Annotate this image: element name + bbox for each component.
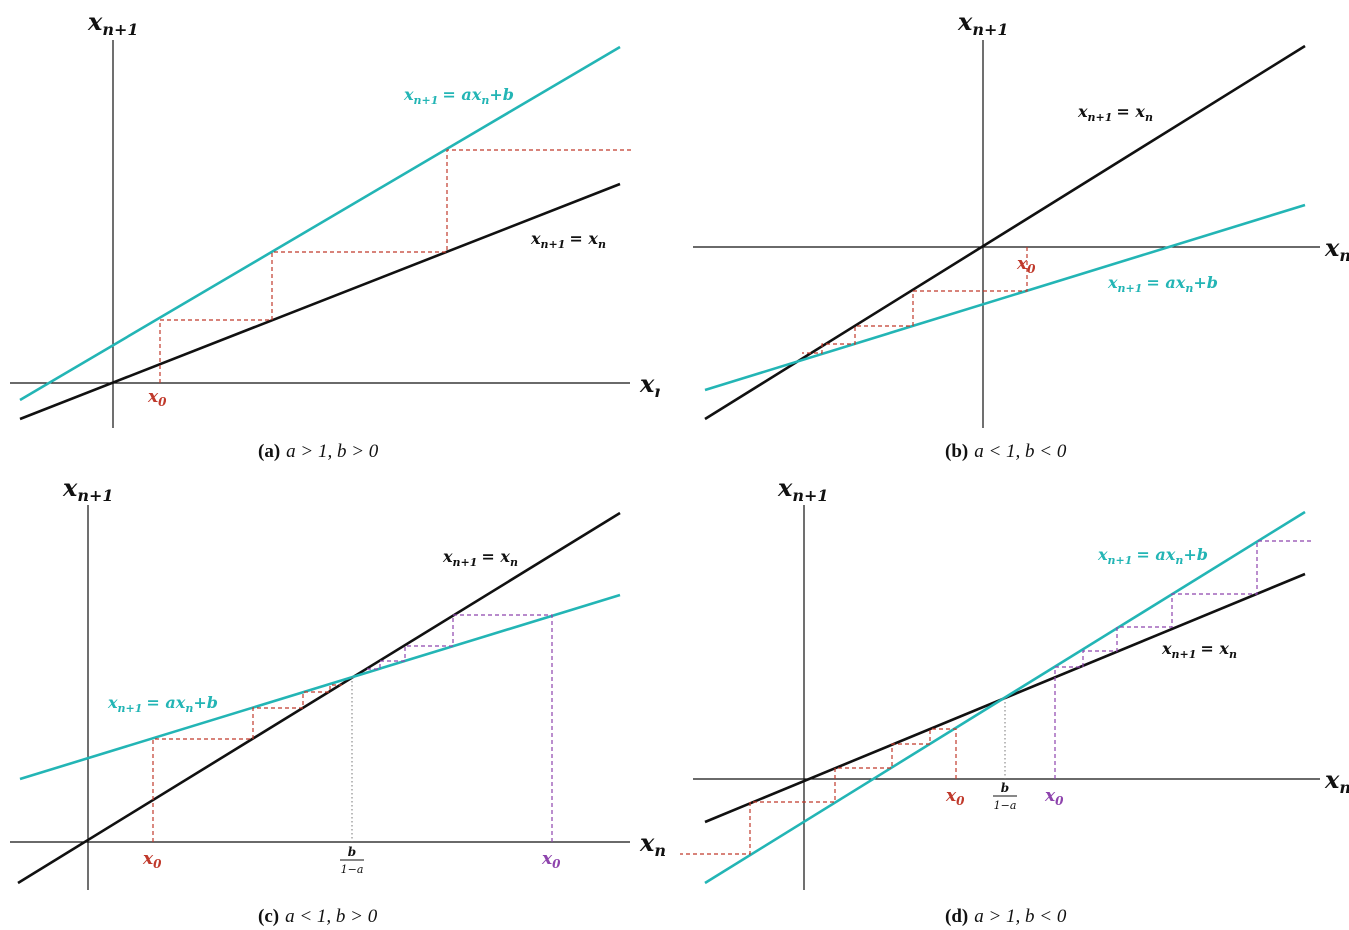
- fixed-point-label: b 1−a: [993, 781, 1017, 812]
- cobweb-path: [159, 149, 632, 383]
- map-line: [704, 510, 1306, 885]
- cobweb-path-right: [365, 614, 553, 842]
- map-equation: xn+1 = axn+b: [1107, 273, 1218, 295]
- cobweb-path-right: [1054, 540, 1312, 779]
- svg-text:1−a: 1−a: [994, 799, 1017, 812]
- x0-label: x0: [1016, 254, 1036, 276]
- x0-label-right: x0: [1044, 786, 1064, 808]
- panel-d-diagram: xn+1 xn xn+1= axn+b xn+1= xn x0 x0 b 1−a: [680, 473, 1349, 890]
- svg-text:b: b: [348, 845, 356, 859]
- caption-c: (c) a < 1, b > 0: [258, 906, 378, 927]
- caption-a: (a) a > 1, b > 0: [258, 441, 379, 462]
- cobweb-path-left: [152, 684, 342, 842]
- identity-line: [704, 44, 1306, 421]
- y-axis-label: xn+1: [87, 7, 138, 39]
- identity-equation: xn+1 = xn: [1161, 639, 1237, 661]
- identity-line: [17, 511, 621, 885]
- x-axis-label: xn: [639, 828, 666, 860]
- x0-label: x0: [147, 387, 167, 409]
- map-line: [19, 45, 621, 402]
- svg-text:1−a: 1−a: [341, 863, 364, 876]
- identity-equation: xn+1 = xn: [442, 547, 518, 569]
- map-line: [704, 203, 1306, 392]
- caption-b: (b) a < 1, b < 0: [945, 441, 1067, 462]
- caption-d: (d) a > 1, b < 0: [945, 906, 1067, 927]
- panel-c-diagram: xn+1 xn xn+1 = xn xn+1 = axn+b x0 x0 b 1−a: [10, 473, 666, 890]
- x0-label-left: x0: [945, 786, 965, 808]
- identity-equation: xn+1 = xn: [1077, 102, 1153, 124]
- panel-a-diagram: xn+1 xn xn+1= axn+b xn+1= xn x0: [10, 7, 660, 428]
- x-axis-label: xn: [1324, 233, 1349, 265]
- x-axis-label: xn: [1324, 765, 1349, 797]
- map-equation: xn+1 = axn+b: [1097, 545, 1208, 567]
- identity-equation: xn+1 = xn: [530, 229, 606, 251]
- x0-label-left: x0: [142, 849, 162, 871]
- map-line: [19, 593, 621, 781]
- fixed-point-label: b 1−a: [340, 845, 364, 876]
- y-axis-label: xn+1: [777, 473, 828, 505]
- identity-line: [19, 182, 621, 421]
- cobweb-path-left: [680, 728, 957, 855]
- y-axis-label: xn+1: [957, 7, 1008, 39]
- panel-b-diagram: xn+1 xn xn+1= xn xn+1= axn+b x0: [693, 7, 1349, 428]
- y-axis-label: xn+1: [62, 473, 113, 505]
- cobweb-path: [802, 247, 1028, 354]
- map-equation: xn+1 = axn+b: [107, 693, 218, 715]
- svg-text:b: b: [1001, 781, 1009, 795]
- map-equation: xn+1 = axn+b: [403, 85, 514, 107]
- x0-label-right: x0: [541, 849, 561, 871]
- x-axis-label: xn: [639, 369, 660, 401]
